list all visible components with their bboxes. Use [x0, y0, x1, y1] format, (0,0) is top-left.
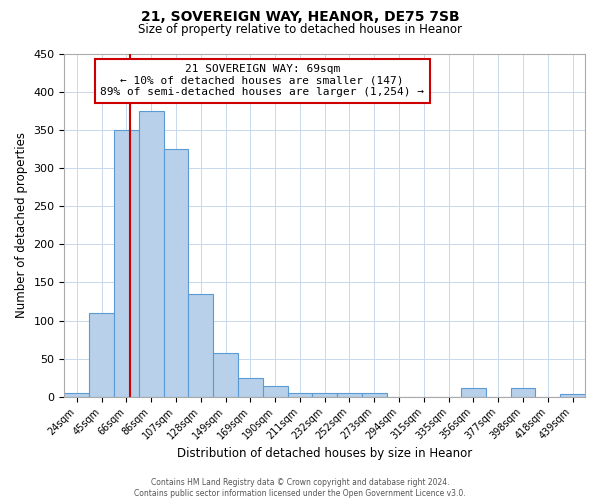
Bar [188, 294, 213, 396]
Bar [89, 313, 114, 396]
Bar [337, 393, 362, 396]
Bar [287, 393, 313, 396]
Bar [238, 378, 263, 396]
Text: Contains HM Land Registry data © Crown copyright and database right 2024.
Contai: Contains HM Land Registry data © Crown c… [134, 478, 466, 498]
Bar [164, 149, 188, 396]
Bar [114, 130, 139, 396]
Text: 21 SOVEREIGN WAY: 69sqm
← 10% of detached houses are smaller (147)
89% of semi-d: 21 SOVEREIGN WAY: 69sqm ← 10% of detache… [100, 64, 424, 98]
Bar [362, 393, 386, 396]
Bar [139, 111, 164, 397]
X-axis label: Distribution of detached houses by size in Heanor: Distribution of detached houses by size … [177, 447, 472, 460]
Bar [64, 393, 89, 396]
Text: 21, SOVEREIGN WAY, HEANOR, DE75 7SB: 21, SOVEREIGN WAY, HEANOR, DE75 7SB [140, 10, 460, 24]
Bar [511, 388, 535, 396]
Bar [213, 354, 238, 397]
Text: Size of property relative to detached houses in Heanor: Size of property relative to detached ho… [138, 22, 462, 36]
Bar [461, 388, 486, 396]
Bar [560, 394, 585, 396]
Bar [313, 393, 337, 396]
Y-axis label: Number of detached properties: Number of detached properties [15, 132, 28, 318]
Bar [263, 386, 287, 396]
